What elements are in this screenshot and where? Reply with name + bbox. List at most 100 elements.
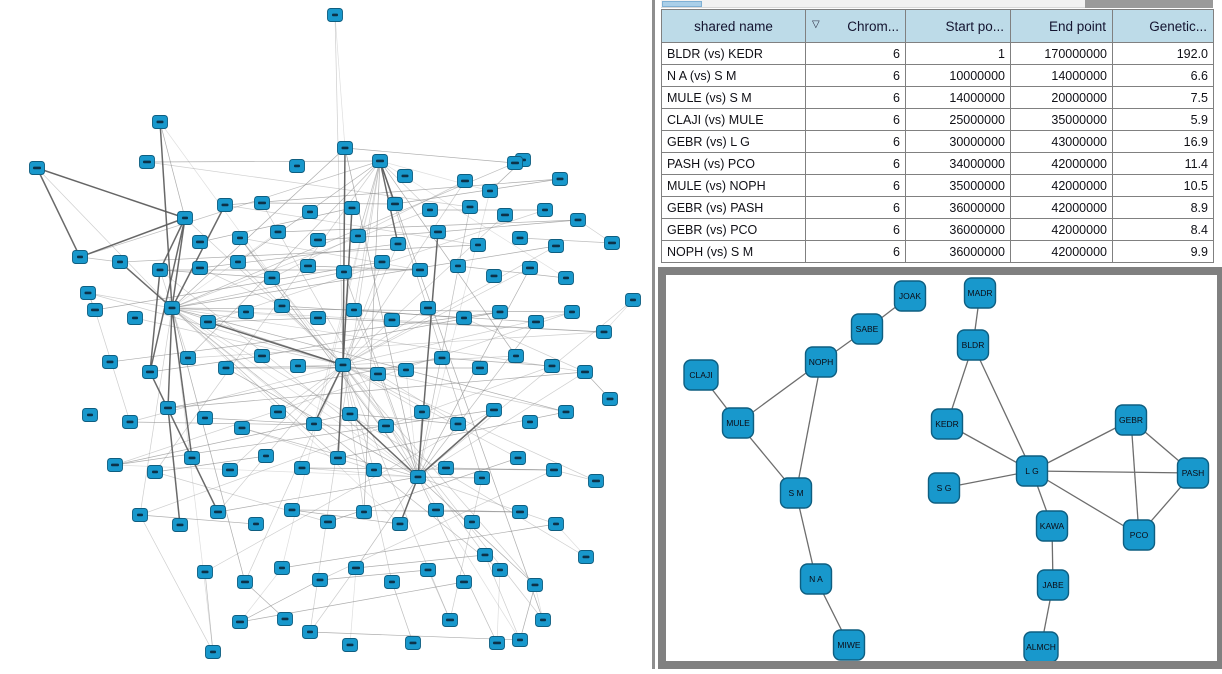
- table-cell[interactable]: MULE (vs) NOPH: [661, 174, 806, 197]
- table-cell[interactable]: 35000000: [1010, 108, 1113, 131]
- subnetwork-panel[interactable]: JOAK SABE NOPH CLAJI MULE S M N A MIWE MADR BLDR K…: [658, 267, 1222, 669]
- network-node[interactable]: [289, 159, 305, 173]
- network-node[interactable]: [232, 231, 248, 245]
- network-node[interactable]: [477, 548, 493, 562]
- network-node[interactable]: [192, 261, 208, 275]
- network-node[interactable]: [384, 575, 400, 589]
- network-node[interactable]: [284, 503, 300, 517]
- network-node[interactable]: [527, 578, 543, 592]
- table-cell[interactable]: 10.5: [1112, 174, 1214, 197]
- network-node[interactable]: [205, 645, 221, 659]
- table-cell[interactable]: CLAJI (vs) MULE: [661, 108, 806, 131]
- network-node[interactable]: [248, 517, 264, 531]
- network-node[interactable]: [430, 225, 446, 239]
- network-node[interactable]: [535, 613, 551, 627]
- network-node[interactable]: [544, 359, 560, 373]
- network-node[interactable]: [450, 259, 466, 273]
- column-header-chromosome[interactable]: ▽ Chrom...: [805, 9, 906, 43]
- network-node[interactable]: [450, 417, 466, 431]
- network-node[interactable]: [428, 503, 444, 517]
- network-node[interactable]: [139, 155, 155, 169]
- table-cell[interactable]: PASH (vs) PCO: [661, 152, 806, 175]
- table-cell[interactable]: NOPH (vs) S M: [661, 240, 806, 263]
- table-cell[interactable]: MULE (vs) S M: [661, 86, 806, 109]
- network-node[interactable]: [405, 636, 421, 650]
- network-node[interactable]: [604, 236, 620, 250]
- network-node[interactable]: [238, 305, 254, 319]
- network-node[interactable]: [122, 415, 138, 429]
- filter-icon[interactable]: ▽: [812, 18, 820, 30]
- network-node[interactable]: [344, 201, 360, 215]
- network-node[interactable]: [512, 505, 528, 519]
- network-node[interactable]: [528, 315, 544, 329]
- network-node[interactable]: [177, 211, 193, 225]
- network-node-gebr[interactable]: GEBR: [1114, 404, 1148, 436]
- network-node[interactable]: [342, 407, 358, 421]
- network-node[interactable]: [160, 401, 176, 415]
- network-node[interactable]: [200, 315, 216, 329]
- table-cell[interactable]: BLDR (vs) KEDR: [661, 42, 806, 65]
- network-node[interactable]: [548, 517, 564, 531]
- network-node-miwe[interactable]: MIWE: [832, 629, 866, 661]
- table-cell[interactable]: 42000000: [1010, 174, 1113, 197]
- network-node[interactable]: [470, 238, 486, 252]
- network-node[interactable]: [522, 415, 538, 429]
- network-node[interactable]: [310, 311, 326, 325]
- table-cell[interactable]: 1: [905, 42, 1011, 65]
- network-node[interactable]: [397, 169, 413, 183]
- network-node-l-g[interactable]: L G: [1015, 455, 1049, 487]
- network-node[interactable]: [72, 250, 88, 264]
- network-node-kedr[interactable]: KEDR: [930, 408, 964, 440]
- table-row[interactable]: N A (vs) S M 6 10000000 14000000 6.6: [661, 64, 1214, 87]
- network-node-madr[interactable]: MADR: [963, 277, 997, 309]
- network-node[interactable]: [512, 231, 528, 245]
- table-row[interactable]: PASH (vs) PCO 6 34000000 42000000 11.4: [661, 152, 1214, 175]
- table-row[interactable]: CLAJI (vs) MULE 6 25000000 35000000 5.9: [661, 108, 1214, 131]
- network-node[interactable]: [222, 463, 238, 477]
- network-node[interactable]: [152, 263, 168, 277]
- network-node-jabe[interactable]: JABE: [1036, 569, 1070, 601]
- network-node[interactable]: [254, 349, 270, 363]
- network-node[interactable]: [537, 203, 553, 217]
- network-node[interactable]: [625, 293, 641, 307]
- network-node[interactable]: [217, 198, 233, 212]
- table-cell[interactable]: 6: [805, 64, 906, 87]
- network-node-sabe[interactable]: SABE: [850, 313, 884, 345]
- table-cell[interactable]: 11.4: [1112, 152, 1214, 175]
- network-node[interactable]: [142, 365, 158, 379]
- network-node[interactable]: [348, 561, 364, 575]
- network-node[interactable]: [172, 518, 188, 532]
- table-cell[interactable]: 42000000: [1010, 152, 1113, 175]
- table-cell[interactable]: 36000000: [905, 240, 1011, 263]
- table-cell[interactable]: 6: [805, 174, 906, 197]
- table-cell[interactable]: 36000000: [905, 196, 1011, 219]
- network-node[interactable]: [232, 615, 248, 629]
- table-cell[interactable]: 9.9: [1112, 240, 1214, 263]
- network-node[interactable]: [29, 161, 45, 175]
- network-node[interactable]: [270, 225, 286, 239]
- table-cell[interactable]: 8.9: [1112, 196, 1214, 219]
- table-cell[interactable]: GEBR (vs) PCO: [661, 218, 806, 241]
- network-node[interactable]: [152, 115, 168, 129]
- network-node[interactable]: [270, 405, 286, 419]
- network-node[interactable]: [564, 305, 580, 319]
- network-node[interactable]: [510, 451, 526, 465]
- table-cell[interactable]: 6.6: [1112, 64, 1214, 87]
- network-node[interactable]: [474, 471, 490, 485]
- table-cell[interactable]: 5.9: [1112, 108, 1214, 131]
- table-cell[interactable]: N A (vs) S M: [661, 64, 806, 87]
- network-node[interactable]: [512, 633, 528, 647]
- network-node[interactable]: [302, 625, 318, 639]
- network-node[interactable]: [184, 451, 200, 465]
- network-node[interactable]: [414, 405, 430, 419]
- table-cell[interactable]: 192.0: [1112, 42, 1214, 65]
- network-node[interactable]: [127, 311, 143, 325]
- table-cell[interactable]: 6: [805, 218, 906, 241]
- table-cell[interactable]: 6: [805, 130, 906, 153]
- network-node[interactable]: [107, 458, 123, 472]
- network-node[interactable]: [164, 301, 180, 315]
- network-node[interactable]: [422, 203, 438, 217]
- network-node[interactable]: [82, 408, 98, 422]
- network-node[interactable]: [230, 255, 246, 269]
- table-cell[interactable]: 6: [805, 108, 906, 131]
